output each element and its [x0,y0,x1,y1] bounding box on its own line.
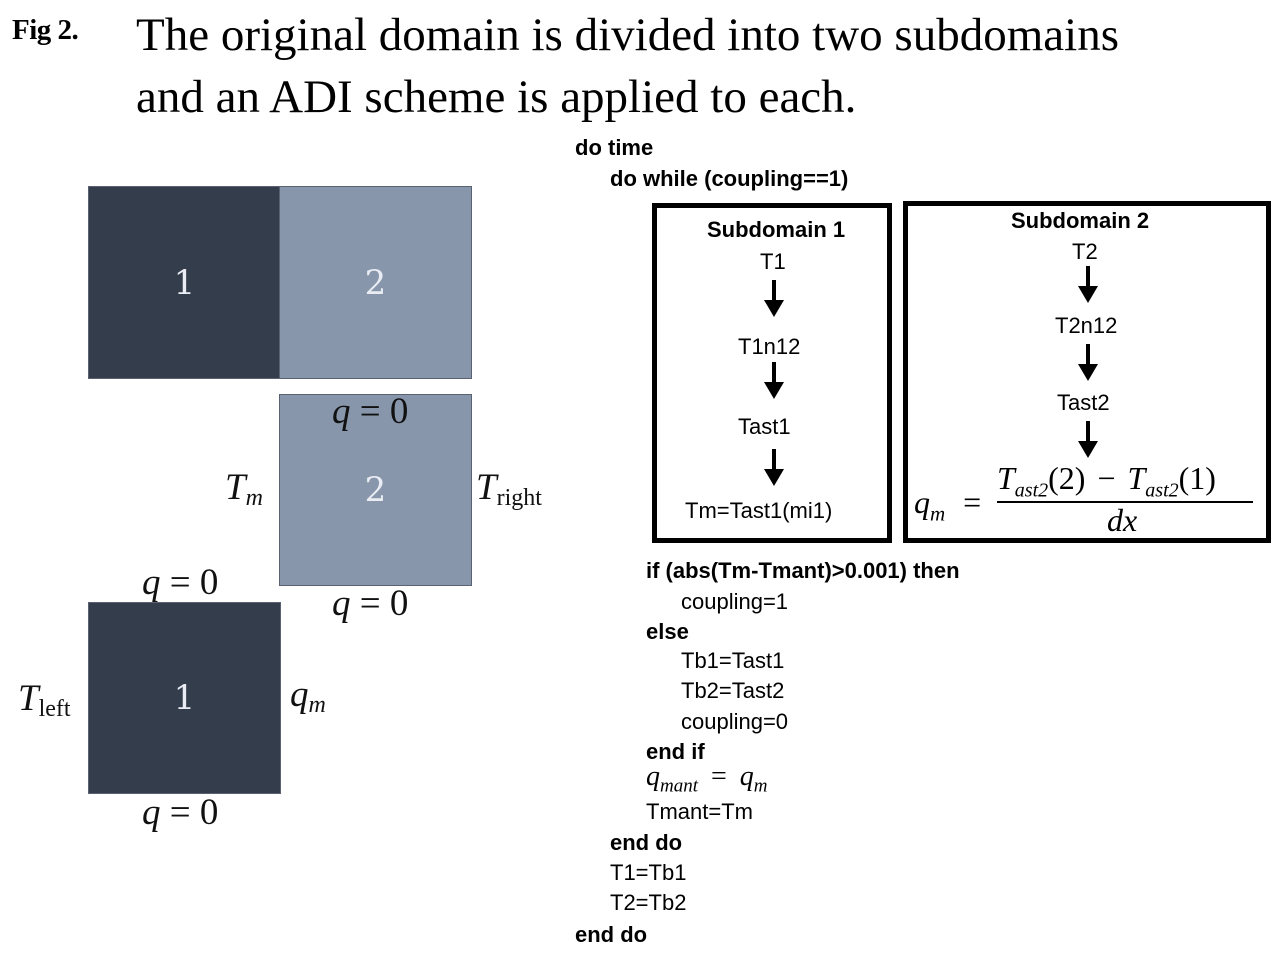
bc-left-subdomain-1: Tleft [18,678,71,722]
subdomain-2-step-t2n12: T2n12 [1055,313,1118,338]
code-coupling-1: coupling=1 [681,589,789,614]
separated-subdomain-2: 2 [279,394,472,586]
subdomain-1-step-t1: T1 [760,249,786,274]
code-end-if: end if [646,739,705,764]
bc-bottom-subdomain-1: q = 0 [142,792,219,833]
code-t2: T2=Tb2 [610,890,687,915]
subdomain-2-step-tast2: Tast2 [1057,390,1110,415]
code-qmant: qmant = qm [646,761,768,797]
bc-top-subdomain-1: q = 0 [142,562,219,603]
code-end-do-outer: end do [575,922,648,947]
formula-lhs: qm = [914,484,982,526]
subdomain-1-step-tm: Tm=Tast1(mi1) [685,498,833,523]
code-tb2: Tb2=Tast2 [681,678,785,703]
bc-right-subdomain-1: qm [290,674,326,718]
caption-line-2: and an ADI scheme is applied to each. [136,71,857,123]
subdomain-1-title: Subdomain 1 [707,217,846,242]
subdomain-2-arrow-1 [1078,266,1098,303]
formula-denominator: dx [1107,502,1138,538]
code-tmant: Tmant=Tm [646,799,753,824]
code-do-time: do time [575,135,654,160]
code-coupling-0: coupling=0 [681,709,789,734]
bc-bottom-subdomain-2: q = 0 [332,583,409,624]
subdomain-1-arrow-1 [764,280,784,317]
code-tb1: Tb1=Tast1 [681,648,785,673]
figure-label: Fig 2. [12,14,79,46]
original-subdomain-2: 2 [279,186,472,379]
bc-left-subdomain-2: Tm [225,467,263,511]
formula-numerator: Tast2(2) − Tast2(1) [997,460,1216,502]
subdomain-2-arrow-2 [1078,344,1098,381]
subdomain-1-arrow-3 [764,449,784,486]
figure-caption: The original domain is divided into two … [136,4,1256,128]
code-else: else [646,619,689,644]
subdomain-1-step-t1n12: T1n12 [738,334,801,359]
separated-subdomain-1: 1 [88,602,281,794]
bc-right-subdomain-2: Tright [476,467,542,511]
subdomain-1-frame [652,203,892,543]
formula-fraction-bar [997,501,1253,503]
subdomain-2-arrow-3 [1078,421,1098,458]
original-subdomain-1: 1 [88,186,281,379]
subdomain-2-title: Subdomain 2 [1011,208,1150,233]
code-end-do-inner: end do [610,830,683,855]
subdomain-1-step-tast1: Tast1 [738,414,791,439]
code-t1: T1=Tb1 [610,860,687,885]
subdomain-1-arrow-2 [764,362,784,399]
subdomain-2-step-t2: T2 [1072,239,1098,264]
code-do-while: do while (coupling==1) [610,166,849,191]
code-if: if (abs(Tm-Tmant)>0.001) then [646,558,960,583]
bc-top-subdomain-2: q = 0 [332,391,409,432]
caption-line-1: The original domain is divided into two … [136,9,1119,61]
